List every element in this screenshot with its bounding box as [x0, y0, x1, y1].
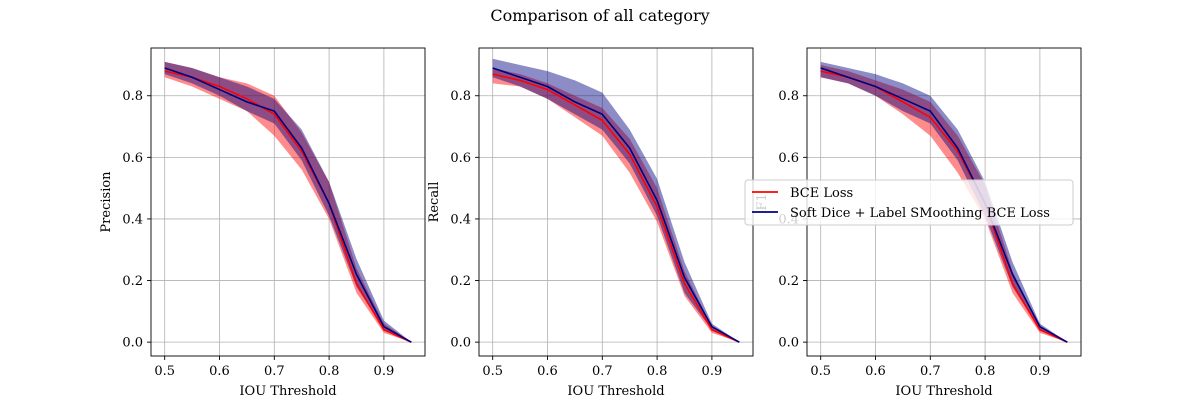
- x-tick-label: 0.6: [865, 364, 886, 379]
- line-dice: [820, 67, 1068, 343]
- y-tick-label: 0.0: [450, 336, 471, 351]
- x-tick-label: 0.7: [264, 364, 285, 379]
- x-axis-label: IOU Threshold: [895, 384, 992, 399]
- band-dice: [164, 61, 412, 343]
- line-bce: [164, 70, 412, 343]
- legend-label: Soft Dice + Label SMoothing BCE Loss: [790, 206, 1050, 221]
- line-bce: [492, 73, 740, 343]
- band-bce: [164, 61, 412, 343]
- x-axis-label: IOU Threshold: [567, 384, 664, 399]
- x-tick-label: 0.8: [647, 364, 668, 379]
- x-tick-label: 0.8: [319, 364, 340, 379]
- y-tick-label: 0.2: [122, 274, 143, 289]
- x-tick-label: 0.5: [810, 364, 831, 379]
- axes-frame: [150, 47, 426, 357]
- legend-label: BCE Loss: [790, 186, 853, 201]
- x-tick-label: 0.7: [592, 364, 613, 379]
- band-bce: [820, 64, 1068, 343]
- band-dice: [820, 61, 1068, 343]
- line-dice: [492, 67, 740, 343]
- y-tick-label: 0.2: [450, 274, 471, 289]
- line-dice: [164, 67, 412, 343]
- y-tick-label: 0.8: [122, 89, 143, 104]
- x-tick-label: 0.6: [209, 364, 230, 379]
- legend-box: [744, 179, 1074, 226]
- x-tick-label: 0.7: [920, 364, 941, 379]
- x-tick-label: 0.6: [537, 364, 558, 379]
- band-bce: [492, 68, 740, 343]
- y-tick-label: 0.4: [450, 212, 471, 227]
- x-tick-label: 0.9: [702, 364, 723, 379]
- y-tick-label: 0.0: [122, 336, 143, 351]
- plot-area: [479, 48, 753, 356]
- y-tick-label: 0.0: [778, 336, 799, 351]
- y-tick-label: 0.2: [778, 274, 799, 289]
- y-axis-label: Recall: [427, 182, 442, 223]
- legend: BCE Loss Soft Dice + Label SMoothing BCE …: [744, 179, 1074, 226]
- x-tick-label: 0.9: [374, 364, 395, 379]
- x-tick-label: 0.8: [975, 364, 996, 379]
- y-tick-label: 0.6: [450, 151, 471, 166]
- band-dice: [492, 58, 740, 343]
- x-tick-label: 0.5: [154, 364, 175, 379]
- x-tick-label: 0.9: [1030, 364, 1051, 379]
- plot-area: [151, 48, 425, 356]
- panel-2: 0.5 0.6 0.7 0.8 0.9 0.0 0.2 0.4 0.6 0.8 IOU Thresh…: [427, 47, 754, 399]
- x-axis-label: IOU Threshold: [239, 384, 336, 399]
- figure-title: Comparison of all category: [490, 6, 709, 25]
- y-axis-label: Precision: [99, 171, 114, 233]
- y-tick-label: 0.4: [122, 212, 143, 227]
- x-tick-label: 0.5: [482, 364, 503, 379]
- y-tick-label: 0.6: [778, 151, 799, 166]
- panel-1: 0.5 0.6 0.7 0.8 0.9 0.0 0.2 0.4 0.6 0.8 IOU Thresh…: [99, 47, 426, 399]
- y-tick-label: 0.6: [122, 151, 143, 166]
- y-tick-label: 0.8: [450, 89, 471, 104]
- y-tick-label: 0.8: [778, 89, 799, 104]
